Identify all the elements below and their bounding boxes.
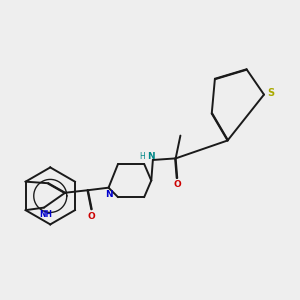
Text: NH: NH	[39, 210, 52, 219]
Text: O: O	[88, 212, 96, 221]
Text: H: H	[139, 152, 145, 161]
Text: S: S	[267, 88, 274, 98]
Text: N: N	[148, 152, 155, 161]
Text: O: O	[173, 181, 181, 190]
Text: N: N	[105, 190, 112, 199]
